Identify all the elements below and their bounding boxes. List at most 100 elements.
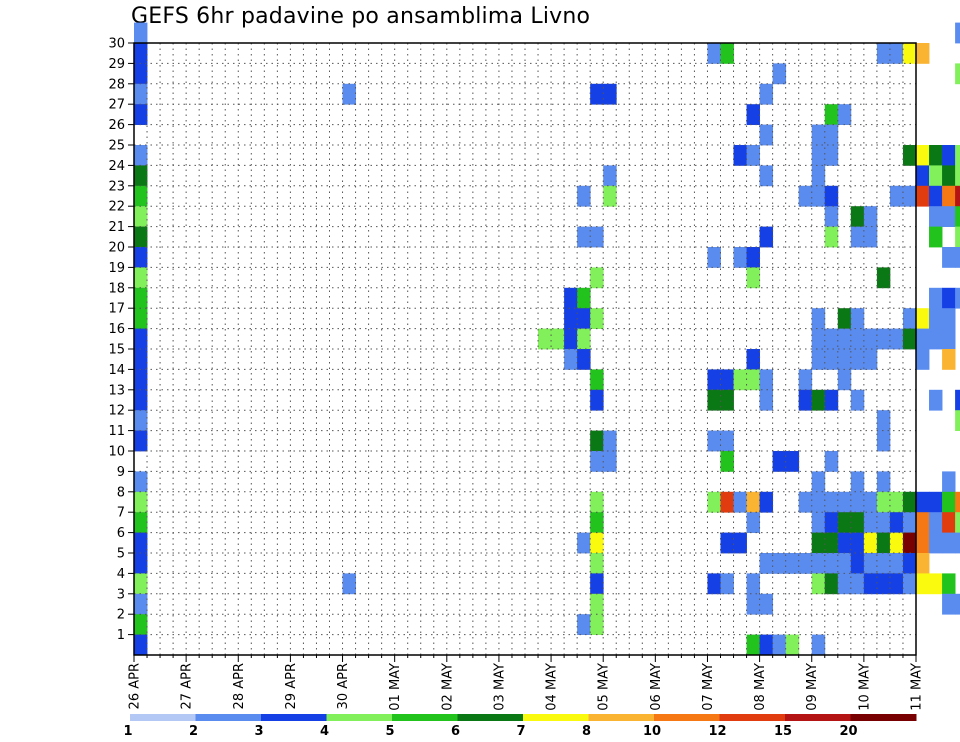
colorbar-swatch [654,714,720,721]
heatmap-cell [942,573,956,595]
heatmap-cell [746,573,760,595]
heatmap-cell [134,349,148,370]
heatmap-cell [759,389,774,411]
heatmap-cell [889,553,904,574]
heatmap-cell [824,124,839,146]
heatmap-cell [863,349,878,370]
colorbar-swatch [523,714,589,721]
heatmap-cell [134,247,148,268]
heatmap-cell [577,614,591,635]
heatmap-cell [590,83,604,105]
heatmap-cell [134,471,148,493]
grid-lines [134,43,916,655]
heatmap-cell [837,491,852,513]
heatmap-cell [811,124,826,146]
heatmap-cell [134,104,148,125]
heatmap-cell [577,532,591,554]
heatmap-cell [942,206,956,227]
heatmap-cell [564,287,578,309]
heatmap-cell [837,573,852,595]
x-tick-label: 05 MAY [597,663,612,711]
heatmap-cell [955,389,960,411]
colorbar-swatch [261,714,327,721]
heatmap-cell [759,634,774,656]
heatmap-cell [707,369,721,391]
heatmap-cell [590,226,604,248]
heatmap-cell [824,104,839,125]
colorbar-swatch [850,714,917,721]
heatmap-cell [798,553,813,574]
heatmap-cell [916,491,930,513]
heatmap-cell [759,165,774,187]
heatmap-cell [707,43,721,64]
colorbar: 1 2 3 4 5 6 7 8 10 12 15 20 [123,714,917,739]
heatmap-cell [876,553,891,574]
heatmap-cell [876,491,891,513]
heatmap-cell [824,573,839,595]
heatmap-cell [942,532,956,554]
colorbar-label: 5 [385,724,394,739]
y-tick-label: 23 [108,179,125,194]
y-tick-label: 5 [117,547,125,562]
heatmap-cell [850,532,865,554]
heatmap-cell [902,573,917,595]
heatmap-cell [902,308,917,329]
heatmap-cell [759,226,774,248]
heatmap-cell [720,451,734,472]
heatmap-cell [955,63,960,85]
heatmap-cell [876,328,891,350]
colorbar-swatch [588,714,655,721]
heatmap-cell [134,22,148,44]
heatmap-cell [134,573,148,595]
heatmap-cell [577,185,591,207]
heatmap-cell [942,145,956,166]
heatmap-cell [590,614,604,635]
heatmap-cell [134,593,148,615]
y-tick-label: 9 [117,465,125,480]
heatmap-cell [811,491,826,513]
heatmap-cell [564,349,578,370]
x-tick-label: 03 MAY [492,663,507,711]
heatmap-cell [916,349,930,370]
colorbar-swatch [457,714,524,721]
x-tick-label: 07 MAY [701,663,716,711]
heatmap-cell [134,553,148,574]
heatmap-cell [929,145,943,166]
heatmap-cell [889,328,904,350]
heatmap-cell [603,430,617,452]
heatmap-cell [824,532,839,554]
heatmap-cell [876,573,891,595]
heatmap-cell [590,491,604,513]
colorbar-swatch [130,714,196,721]
heatmap-cell [916,43,930,64]
heatmap-cell [134,328,148,350]
colorbar-label: 10 [643,724,661,739]
heatmap-cell [850,308,865,329]
heatmap-cell [134,83,148,105]
heatmap-cell [876,43,891,64]
heatmap-cell [785,553,800,574]
heatmap-cell [824,491,839,513]
heatmap-cell [134,634,148,656]
heatmap-cell [577,226,591,248]
heatmap-cell [916,165,930,187]
x-tick-label: 09 MAY [805,663,820,711]
colorbar-label: 15 [774,724,792,739]
heatmap-cell [955,410,960,431]
heatmap-cell [811,512,826,533]
heatmap-cell [955,247,960,268]
heatmap-cell [863,206,878,227]
colorbar-label: 2 [189,724,198,739]
y-tick-label: 16 [108,322,125,337]
heatmap-cell [929,287,943,309]
colorbar-label: 6 [451,724,460,739]
heatmap-cell [889,573,904,595]
y-tick-label: 10 [108,445,125,460]
y-tick-label: 3 [117,587,125,602]
heatmap-cell [824,389,839,411]
heatmap-cell [955,145,960,166]
heatmap-cell [929,226,943,248]
heatmap-cell [134,226,148,248]
heatmap-cell [916,553,930,574]
heatmap-cell [929,185,943,207]
